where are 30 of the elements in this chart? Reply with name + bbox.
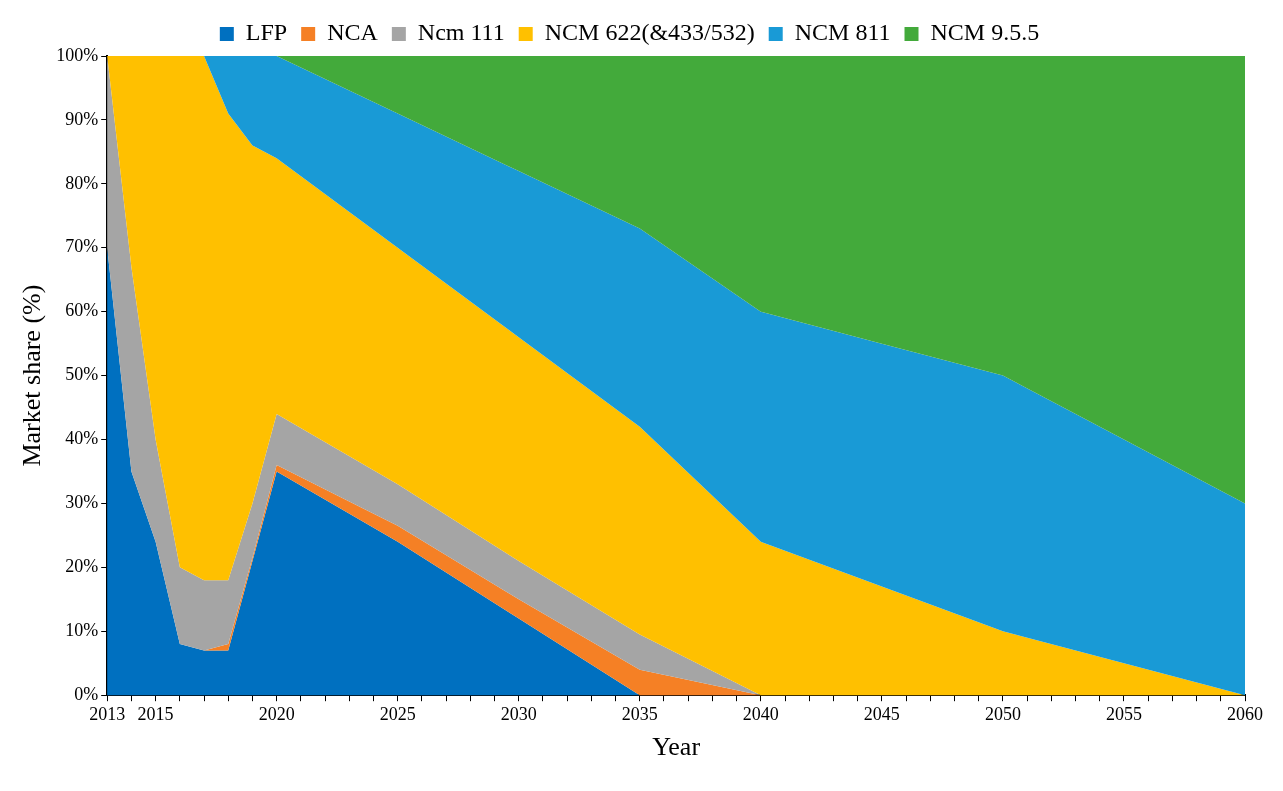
legend-label: Ncm 111 [417, 19, 505, 46]
x-tick-label: 2035 [621, 703, 658, 724]
x-tick-label: 2040 [742, 703, 779, 724]
legend-label: NCA [327, 19, 379, 46]
y-tick-label: 50% [65, 364, 99, 385]
x-axis-title: Year [652, 732, 701, 762]
x-tick-label: 2025 [379, 703, 416, 724]
legend-label: NCM 811 [794, 19, 891, 46]
legend-label: LFP [245, 19, 288, 46]
x-tick-label: 2020 [258, 703, 295, 724]
y-tick-label: 40% [65, 428, 99, 449]
y-tick-label: 90% [65, 108, 99, 129]
y-tick-label: 100% [56, 44, 99, 65]
y-tick-label: 10% [65, 620, 99, 641]
x-tick-label: 2015 [137, 703, 174, 724]
x-tick-label: 2030 [500, 703, 537, 724]
x-tick-label: 2013 [89, 703, 126, 724]
x-tick-label: 2045 [863, 703, 900, 724]
legend-label: NCM 622(&433/532) [544, 19, 755, 46]
x-tick-label: 2060 [1227, 703, 1263, 724]
y-tick-label: 80% [65, 172, 99, 193]
x-tick-label: 2050 [984, 703, 1021, 724]
x-tick-label: 2055 [1105, 703, 1142, 724]
y-tick-label: 60% [65, 300, 99, 321]
y-tick-label: 70% [65, 236, 99, 257]
y-axis-title: Market share (%) [17, 284, 47, 467]
y-tick-label: 0% [74, 683, 99, 704]
y-tick-label: 20% [65, 556, 99, 577]
y-tick-label: 30% [65, 492, 99, 513]
legend-label: NCM 9.5.5 [930, 19, 1040, 46]
